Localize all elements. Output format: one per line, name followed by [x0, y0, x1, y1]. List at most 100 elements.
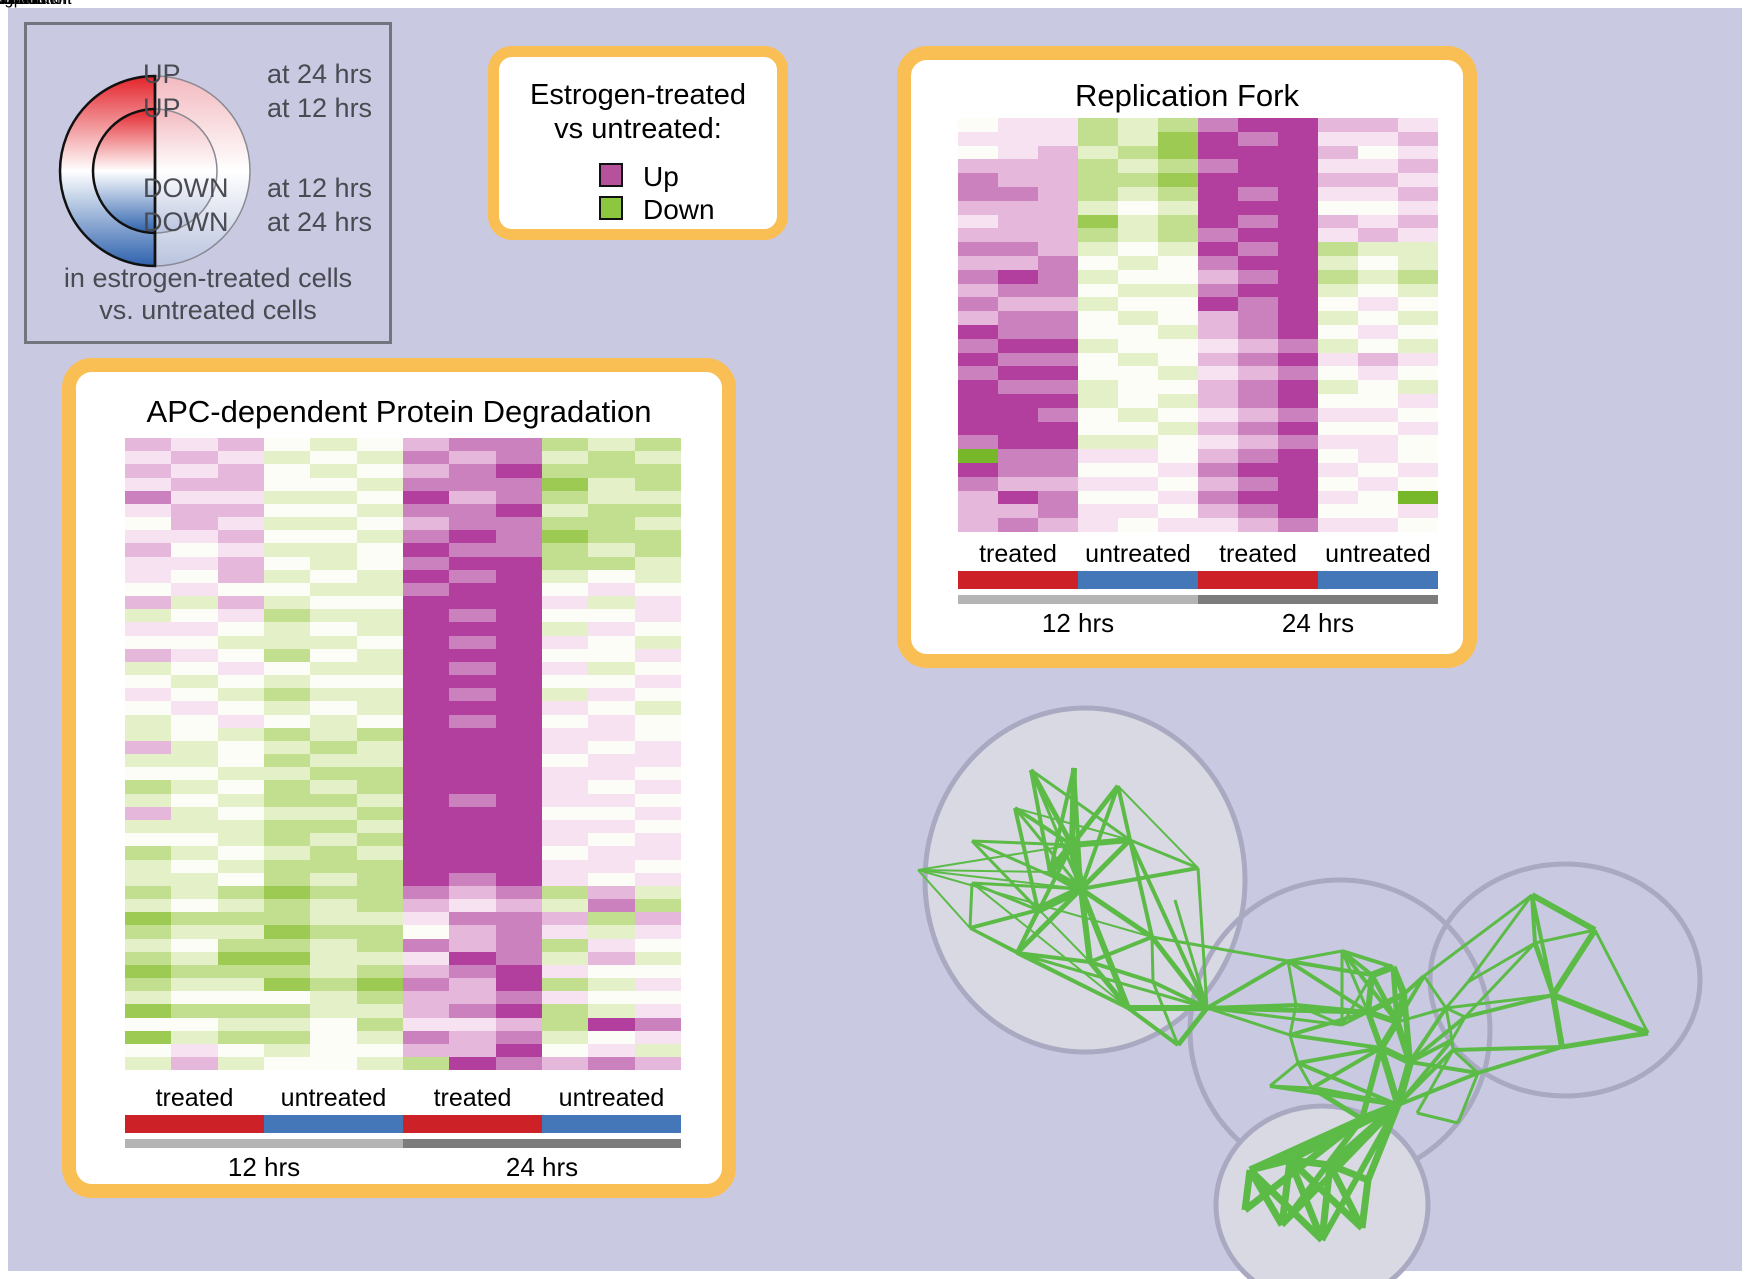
- heatmap-cell: [958, 283, 998, 298]
- heatmap-cell: [588, 978, 635, 992]
- heatmap-cell: [1278, 255, 1318, 270]
- heatmap-cell: [588, 1017, 635, 1031]
- heatmap-cell: [1278, 407, 1318, 422]
- heatmap-cell: [171, 964, 218, 979]
- heatmap-cell: [1238, 118, 1278, 132]
- heatmap-cell: [958, 462, 998, 477]
- heatmap-cell: [1318, 242, 1358, 256]
- heatmap-cell: [588, 925, 635, 939]
- heatmap-cell: [495, 899, 542, 913]
- heatmap-cell: [998, 311, 1038, 325]
- heatmap-cell: [1238, 255, 1278, 270]
- heatmap-cell: [588, 490, 635, 504]
- heatmap-cell: [1238, 200, 1278, 215]
- heatmap-cell: [263, 938, 311, 952]
- network-edge: [1394, 1060, 1414, 1107]
- heatmap-cell: [217, 1057, 264, 1071]
- heatmap-cell: [217, 1004, 264, 1018]
- heatmap-cell: [634, 1030, 681, 1044]
- heatmap-cell: [1358, 504, 1398, 519]
- heatmap-cell: [356, 530, 403, 544]
- heatmap-cell: [1358, 228, 1398, 243]
- heatmap-row: [958, 242, 1438, 256]
- heatmap-cell: [541, 938, 589, 952]
- heatmap-cell: [1358, 311, 1398, 325]
- heatmap-cell: [263, 582, 311, 597]
- heatmap-cell: [1078, 462, 1118, 477]
- heatmap-cell: [1278, 352, 1318, 367]
- network-edge: [1397, 1071, 1479, 1107]
- heatmap-cell: [588, 688, 635, 702]
- heatmap-cell: [1318, 228, 1358, 243]
- network-edge: [1415, 1049, 1455, 1114]
- heatmap-cell: [1158, 490, 1198, 505]
- heatmap-cell: [356, 543, 403, 557]
- heatmap-cell: [217, 582, 264, 597]
- heatmap-cell: [1158, 504, 1198, 519]
- heatmap-cell: [263, 1017, 311, 1031]
- heatmap-cell: [310, 556, 357, 570]
- heatmap-cell: [402, 609, 450, 623]
- heatmap-cell: [634, 543, 681, 557]
- heatmap-cell: [310, 740, 357, 755]
- replication-fork-title: Replication Fork: [1075, 78, 1299, 113]
- heatmap-cell: [310, 793, 357, 807]
- heatmap-cell: [1038, 214, 1078, 229]
- heatmap-cell: [495, 912, 542, 926]
- heatmap-cell: [171, 569, 218, 583]
- heatmap-row: [125, 727, 681, 741]
- heatmap-cell: [263, 912, 311, 926]
- network-edge: [1318, 1164, 1334, 1241]
- heatmap-cell: [356, 978, 403, 992]
- heatmap-cell: [171, 675, 218, 689]
- heatmap-cell: [1358, 214, 1398, 229]
- heatmap-row: [958, 228, 1438, 243]
- heatmap-cell: [263, 543, 311, 557]
- network-edge: [1117, 785, 1199, 869]
- heatmap-cell: [495, 477, 542, 491]
- heatmap-cell: [1038, 228, 1078, 243]
- heatmap-cell: [634, 569, 681, 583]
- heatmap-cell: [310, 517, 357, 531]
- heatmap-cell: [1038, 352, 1078, 367]
- heatmap-cell: [263, 622, 311, 636]
- heatmap-cell: [634, 438, 681, 452]
- heatmap-cell: [449, 596, 496, 610]
- heatmap-cell: [171, 991, 218, 1005]
- up-label: Up: [643, 161, 679, 192]
- heatmap-row: [958, 297, 1438, 312]
- network-edge: [1206, 1006, 1343, 1027]
- network-edge: [1249, 1156, 1291, 1174]
- heatmap-cell: [263, 451, 311, 465]
- heatmap-cell: [1318, 283, 1358, 298]
- heatmap-cell: [1078, 421, 1118, 436]
- heatmap-cell: [356, 503, 403, 518]
- heatmap-cell: [1238, 435, 1278, 450]
- network-edge: [1326, 1163, 1366, 1230]
- heatmap-cell: [263, 609, 311, 623]
- network-edge: [1422, 975, 1448, 1009]
- heatmap-cell: [217, 1030, 264, 1044]
- heatmap-cell: [1318, 214, 1358, 229]
- heatmap-cell: [634, 451, 681, 465]
- heatmap-cell: [263, 1030, 311, 1044]
- heatmap-cell: [449, 1017, 496, 1031]
- network-edge: [1456, 1072, 1480, 1124]
- heatmap-cell: [1238, 393, 1278, 408]
- heatmap-cell: [402, 556, 450, 570]
- heatmap-cell: [217, 675, 264, 689]
- heatmap-cell: [449, 899, 496, 913]
- heatmap-cell: [998, 228, 1038, 243]
- heatmap-cell: [125, 596, 172, 610]
- heatmap-cell: [998, 449, 1038, 463]
- heatmap-cell: [1198, 462, 1238, 477]
- heatmap-row: [958, 173, 1438, 187]
- network-edge: [1205, 959, 1290, 1010]
- heatmap-cell: [634, 490, 681, 504]
- heatmap-cell: [495, 793, 542, 807]
- heatmap-cell: [125, 675, 172, 689]
- heatmap-cell: [1358, 366, 1398, 381]
- heatmap-cell: [217, 938, 264, 952]
- heatmap-row: [125, 477, 681, 491]
